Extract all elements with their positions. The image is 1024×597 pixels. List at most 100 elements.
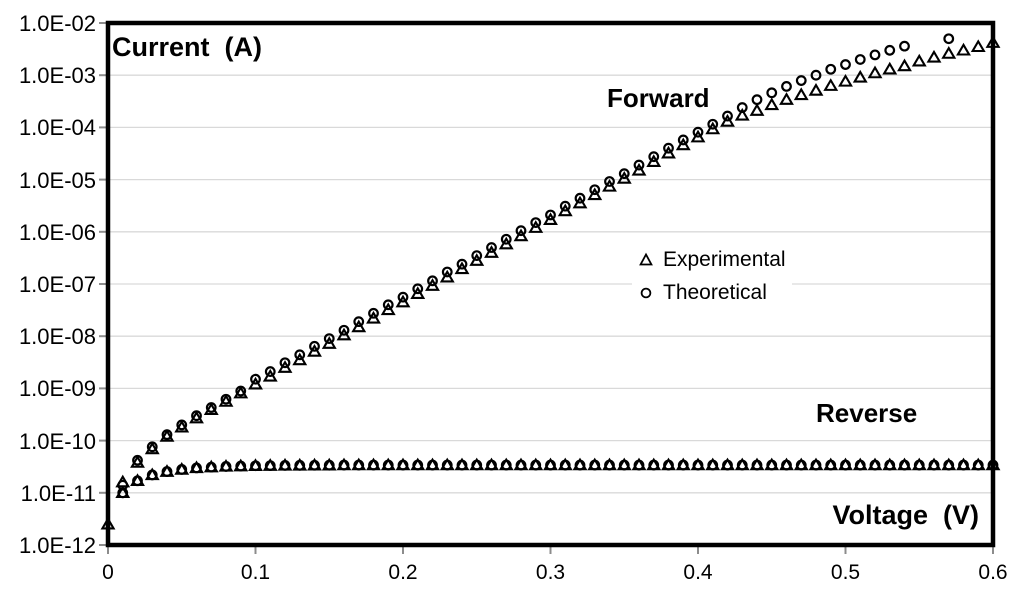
legend-item-experimental: Experimental xyxy=(636,243,786,276)
data-point-circle xyxy=(441,266,453,278)
data-point-triangle xyxy=(410,457,426,471)
data-point-triangle xyxy=(380,457,396,471)
data-point-circle xyxy=(722,110,733,122)
data-point-triangle xyxy=(218,458,234,472)
data-point-triangle xyxy=(469,253,485,266)
data-point-circle xyxy=(471,250,483,261)
data-point-triangle xyxy=(543,457,558,471)
data-point-triangle xyxy=(749,457,765,471)
data-point-triangle xyxy=(366,457,381,471)
data-point-triangle xyxy=(572,195,588,209)
y-tick-label: 1.0E-11 xyxy=(20,480,96,506)
data-point-circle xyxy=(382,299,394,311)
data-point-triangle xyxy=(498,236,514,250)
data-point-circle xyxy=(264,366,276,377)
data-point-triangle xyxy=(646,154,662,167)
data-point-triangle xyxy=(897,58,912,72)
data-point-triangle xyxy=(454,261,470,275)
data-point-triangle xyxy=(616,457,632,471)
data-point-triangle xyxy=(808,82,824,96)
legend: Experimental Theoretical xyxy=(632,241,792,311)
data-point-triangle xyxy=(144,467,160,481)
data-point-triangle xyxy=(734,107,750,121)
data-point-circle xyxy=(294,349,306,361)
data-point-triangle xyxy=(159,464,175,477)
data-point-triangle xyxy=(675,457,691,471)
data-point-triangle xyxy=(174,419,190,433)
data-point-triangle xyxy=(926,49,942,63)
triangle-marker-icon xyxy=(639,252,653,265)
x-tick-label: 0.1 xyxy=(240,561,271,584)
data-point-triangle xyxy=(661,145,676,159)
data-point-triangle xyxy=(528,220,544,233)
data-point-triangle xyxy=(307,343,322,357)
reverse-annotation: Reverse xyxy=(816,398,918,428)
x-tick-label: 0.2 xyxy=(388,561,418,584)
data-point-triangle xyxy=(911,53,927,67)
data-point-circle xyxy=(368,307,379,319)
data-point-triangle xyxy=(528,457,544,471)
data-point-circle xyxy=(795,75,807,86)
data-point-triangle xyxy=(764,457,780,471)
data-point-triangle xyxy=(779,92,794,105)
data-point-triangle xyxy=(248,458,263,471)
data-point-triangle xyxy=(882,61,898,75)
data-point-triangle xyxy=(675,137,691,151)
data-point-triangle xyxy=(956,457,971,471)
data-point-triangle xyxy=(734,457,750,471)
data-point-circle xyxy=(663,142,674,154)
data-point-triangle xyxy=(970,39,986,53)
data-point-triangle xyxy=(130,455,145,468)
data-point-triangle xyxy=(395,457,411,471)
data-point-triangle xyxy=(779,457,794,471)
data-point-triangle xyxy=(336,457,352,471)
data-point-triangle xyxy=(277,360,293,373)
data-point-circle xyxy=(677,134,689,146)
data-point-circle xyxy=(618,168,630,180)
legend-label: Experimental xyxy=(663,247,786,271)
x-tick-label: 0 xyxy=(102,561,114,584)
x-tick-label: 0.5 xyxy=(830,561,861,584)
data-point-triangle xyxy=(336,327,352,341)
data-point-triangle xyxy=(115,485,131,499)
data-point-circle xyxy=(648,151,660,163)
data-point-circle xyxy=(279,357,291,369)
y-tick-label: 1.0E-05 xyxy=(18,167,96,193)
data-point-triangle xyxy=(705,121,721,135)
y-tick-label: 1.0E-10 xyxy=(18,428,96,454)
data-point-triangle xyxy=(203,459,219,473)
data-point-triangle xyxy=(307,457,322,471)
data-point-triangle xyxy=(248,376,263,390)
data-point-triangle xyxy=(705,457,721,471)
data-point-triangle xyxy=(793,87,809,101)
data-point-triangle xyxy=(439,457,455,471)
data-point-triangle xyxy=(130,473,145,487)
data-point-triangle xyxy=(956,42,971,56)
data-point-triangle xyxy=(911,457,927,471)
data-point-triangle xyxy=(174,461,190,475)
data-point-triangle xyxy=(410,286,426,300)
data-point-triangle xyxy=(985,35,1001,48)
data-point-triangle xyxy=(720,113,735,127)
data-point-triangle xyxy=(823,78,839,91)
data-point-triangle xyxy=(321,336,337,349)
data-point-triangle xyxy=(203,402,219,415)
x-tick-label: 0.3 xyxy=(535,561,566,584)
data-point-triangle xyxy=(543,212,558,226)
data-point-triangle xyxy=(233,385,249,399)
data-point-triangle xyxy=(439,269,455,283)
data-point-circle xyxy=(338,324,350,336)
data-point-circle xyxy=(854,54,866,65)
data-point-circle xyxy=(559,200,571,212)
data-point-circle xyxy=(943,33,955,45)
data-point-triangle xyxy=(380,302,396,316)
data-point-circle xyxy=(515,225,527,237)
data-point-triangle xyxy=(572,457,588,471)
data-point-triangle xyxy=(189,460,204,474)
data-point-circle xyxy=(574,192,586,204)
data-point-circle xyxy=(781,81,792,92)
data-point-triangle xyxy=(498,457,514,471)
legend-label: Theoretical xyxy=(663,280,767,304)
circle-marker-icon xyxy=(640,287,652,298)
